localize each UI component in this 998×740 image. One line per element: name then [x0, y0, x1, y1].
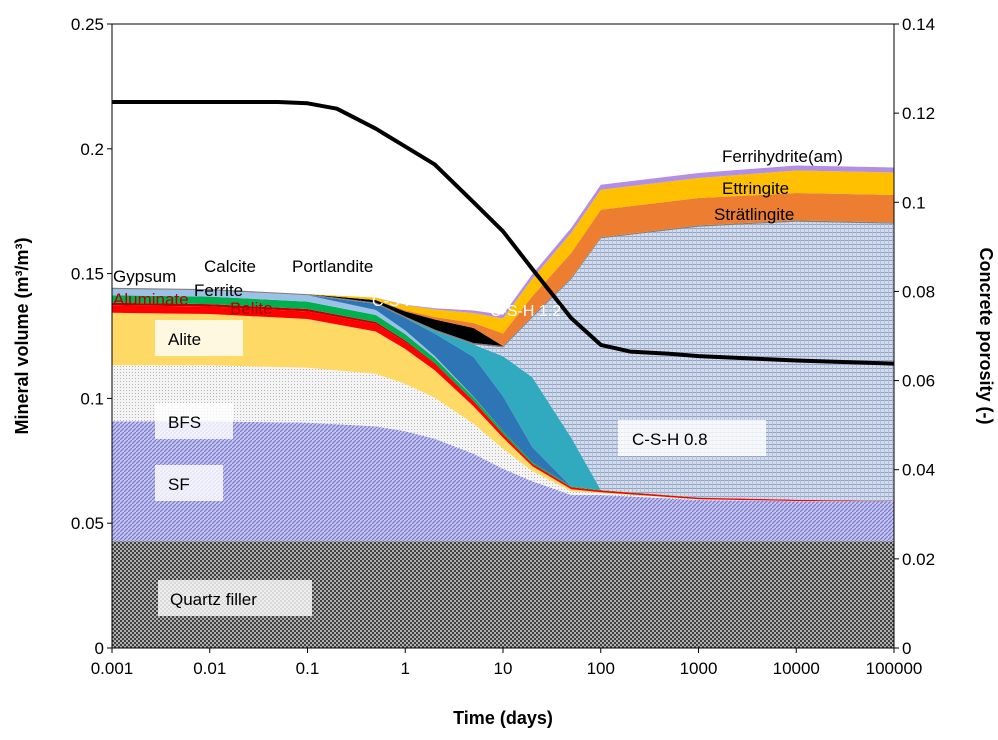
bfs-label-box [155, 403, 233, 439]
label-ferrite: Ferrite [194, 281, 243, 300]
y-right-tick-label: 0.14 [902, 15, 935, 34]
y-left-tick-label: 0.05 [71, 514, 104, 533]
label-stratlingite: Strätlingite [714, 205, 794, 224]
x-axis-title: Time (days) [453, 708, 553, 728]
x-tick-label: 100 [587, 659, 615, 678]
label-csh-1-6: C-S-H 1.6 [372, 293, 443, 310]
area-sf [112, 421, 894, 542]
y-right-tick-label: 0.08 [902, 282, 935, 301]
x-tick-label: 10000 [773, 659, 820, 678]
label-gypsum: Gypsum [113, 267, 176, 286]
sf-label-box [155, 465, 223, 501]
y-left-tick-label: 0.2 [80, 140, 104, 159]
label-csh-0-8: C-S-H 0.8 [632, 430, 708, 449]
y-right-tick-label: 0.06 [902, 372, 935, 391]
area-quartz-filler [112, 541, 894, 648]
label-ferrihydrite: Ferrihydrite(am) [722, 147, 843, 166]
x-tick-label: 0.1 [296, 659, 320, 678]
y-right-tick-label: 0.1 [902, 193, 926, 212]
y-right-tick-label: 0.02 [902, 550, 935, 569]
area-bfs [112, 365, 894, 502]
porosity-series [112, 100, 895, 366]
x-tick-label: 1000 [680, 659, 718, 678]
x-tick-label: 10 [494, 659, 513, 678]
area-c-s-h-1-2 [112, 289, 894, 502]
y-left-axis-title: Mineral volume (m³/m³) [12, 237, 32, 434]
y-left-tick-label: 0.25 [71, 15, 104, 34]
y-right-tick-label: 0.04 [902, 461, 935, 480]
y-right-tick-label: 0 [902, 639, 911, 658]
label-quartz-filler: Quartz filler [170, 590, 257, 609]
label-belite: Belite [230, 299, 273, 318]
quartz-label-box [158, 580, 312, 616]
y-left-tick-label: 0 [95, 639, 104, 658]
x-tick-label: 0.01 [193, 659, 226, 678]
x-tick-label: 1 [401, 659, 410, 678]
label-aluminate: Aluminate [113, 290, 189, 309]
x-tick-label: 0.001 [91, 659, 134, 678]
axis-ticks: 0.001 0.01 0.1 1 10 100 1000 10000 10000000.050.… [71, 15, 935, 678]
label-calcite: Calcite [204, 257, 256, 276]
y-left-tick-label: 0.15 [71, 265, 104, 284]
area-alite [112, 312, 894, 502]
label-ettringite: Ettringite [722, 179, 789, 198]
area-ettringite [112, 170, 894, 334]
label-bfs: BFS [168, 413, 201, 432]
area-str-tlingite [112, 193, 894, 346]
label-portlandite: Portlandite [292, 257, 373, 276]
label-csh-1-2: C-S-H 1.2 [490, 303, 561, 320]
y-left-tick-label: 0.1 [80, 389, 104, 408]
alite-label-box [155, 320, 243, 356]
y-right-tick-label: 0.12 [902, 104, 935, 123]
label-sf: SF [168, 475, 190, 494]
y-right-axis-title: Concrete porosity (-) [976, 247, 996, 424]
csh08-label-box [618, 420, 766, 456]
x-tick-label: 100000 [866, 659, 923, 678]
line-porosity [112, 100, 895, 366]
label-alite: Alite [168, 330, 201, 349]
